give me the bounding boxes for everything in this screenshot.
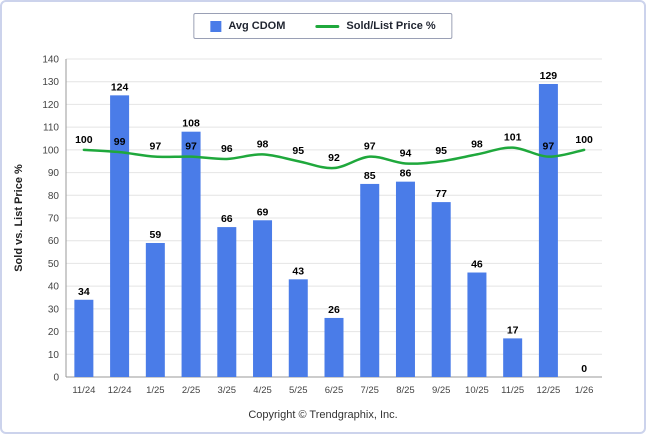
bar-value-label: 124 <box>111 81 129 93</box>
line-value-label: 98 <box>471 138 483 150</box>
y-tick-label: 80 <box>48 191 60 202</box>
bar-swatch-icon <box>210 20 222 32</box>
bar <box>324 317 344 377</box>
y-tick-label: 40 <box>48 282 60 293</box>
bar-value-label: 129 <box>540 70 558 82</box>
bar-value-label: 59 <box>149 229 161 241</box>
bar <box>181 131 201 377</box>
legend-label-sold-list-price: Sold/List Price % <box>346 20 436 32</box>
line-value-label: 101 <box>504 132 522 144</box>
x-axis-label: 4/25 <box>253 385 272 396</box>
x-axis-label: 2/25 <box>182 385 201 396</box>
x-axis-label: 1/26 <box>575 385 594 396</box>
line-value-label: 100 <box>75 134 93 146</box>
bar-value-label: 34 <box>78 286 90 298</box>
bar <box>145 242 165 377</box>
x-axis-label: 10/25 <box>465 385 489 396</box>
y-tick-label: 0 <box>53 373 59 384</box>
bar <box>288 279 308 377</box>
y-tick-label: 100 <box>42 145 59 156</box>
line-value-label: 95 <box>435 145 447 157</box>
bar <box>74 299 94 377</box>
bar-value-label: 108 <box>182 118 200 130</box>
y-tick-label: 10 <box>48 350 60 361</box>
bar <box>217 227 237 377</box>
y-tick-label: 50 <box>48 259 60 270</box>
legend-label-avg-cdom: Avg CDOM <box>228 20 286 32</box>
line-value-label: 97 <box>364 141 376 153</box>
legend: Avg CDOM Sold/List Price % <box>193 13 453 39</box>
bar-value-label: 17 <box>507 324 519 336</box>
bar <box>467 272 487 377</box>
x-axis-label: 9/25 <box>432 385 451 396</box>
line-value-label: 99 <box>114 136 126 148</box>
bar-value-label: 46 <box>471 259 483 271</box>
line-value-label: 97 <box>149 141 161 153</box>
bar-value-label: 86 <box>400 168 412 180</box>
bar-value-label: 66 <box>221 213 233 225</box>
x-axis-label: 6/25 <box>325 385 344 396</box>
bar-value-label: 85 <box>364 170 376 182</box>
x-axis-label: 12/25 <box>537 385 561 396</box>
x-axis-label: 1/25 <box>146 385 165 396</box>
bar-value-label: 0 <box>581 363 587 375</box>
line-value-label: 92 <box>328 152 340 164</box>
y-tick-label: 140 <box>42 55 59 66</box>
line-series <box>82 146 586 170</box>
bar <box>253 220 273 377</box>
bar <box>110 95 130 377</box>
y-tick-label: 20 <box>48 327 60 338</box>
bar-value-label: 69 <box>257 206 269 218</box>
line-value-label: 94 <box>400 147 412 159</box>
line-value-label: 95 <box>292 145 304 157</box>
x-axis-label: 12/24 <box>108 385 132 396</box>
x-axis-label: 3/25 <box>218 385 237 396</box>
line-value-label: 100 <box>575 134 593 146</box>
line-value-label: 97 <box>185 141 197 153</box>
x-axis-label: 7/25 <box>360 385 379 396</box>
y-tick-label: 90 <box>48 168 60 179</box>
copyright-text: Copyright © Trendgraphix, Inc. <box>248 409 398 421</box>
bar <box>360 183 380 377</box>
x-axis-label: 8/25 <box>396 385 415 396</box>
line-value-label: 98 <box>257 138 269 150</box>
y-tick-label: 30 <box>48 304 60 315</box>
x-axis-label: 11/24 <box>72 385 95 396</box>
line-swatch-icon <box>315 24 340 28</box>
legend-item-sold-list-price: Sold/List Price % <box>315 20 436 32</box>
x-axis-label: 5/25 <box>289 385 308 396</box>
bar-value-label: 43 <box>292 265 304 277</box>
bar <box>431 202 451 377</box>
legend-item-avg-cdom: Avg CDOM <box>210 20 285 32</box>
bar-value-label: 26 <box>328 304 340 316</box>
y-tick-label: 130 <box>42 77 59 88</box>
bar <box>395 181 415 377</box>
y-tick-label: 70 <box>48 214 60 225</box>
bar <box>538 83 558 377</box>
line-value-label: 96 <box>221 143 233 155</box>
y-tick-label: 110 <box>43 123 59 134</box>
line-value-label: 97 <box>543 141 555 153</box>
x-axis-label: 11/25 <box>501 385 524 396</box>
bar <box>503 338 523 377</box>
y-tick-label: 60 <box>48 236 60 247</box>
bar-value-label: 77 <box>435 188 447 200</box>
y-tick-label: 120 <box>42 100 59 111</box>
